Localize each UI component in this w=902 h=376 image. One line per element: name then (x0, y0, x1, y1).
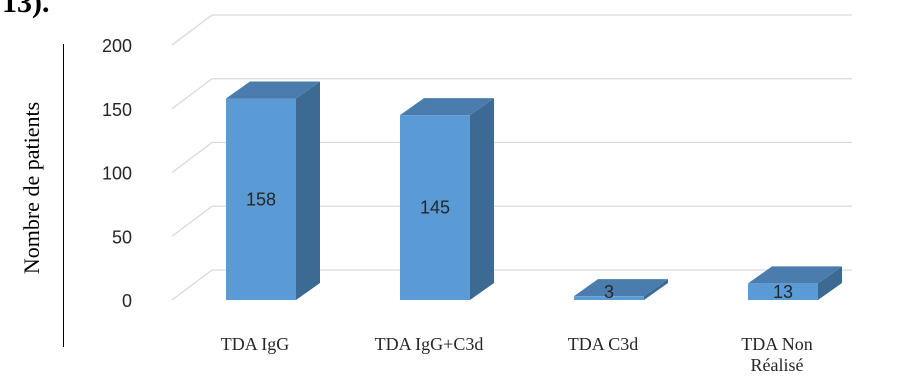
y-tick-label: 50 (112, 227, 132, 247)
data-label: 158 (246, 189, 276, 209)
gridline (171, 78, 852, 110)
gridline-diagonal (171, 14, 213, 46)
gridline (171, 14, 852, 46)
bar-side-face (818, 266, 842, 300)
data-label: 3 (604, 282, 614, 302)
gridline-diagonal (171, 205, 213, 237)
bar-top-face (574, 279, 668, 297)
bar-front-face (226, 98, 296, 300)
bar (574, 279, 668, 300)
y-tick-label: 0 (122, 291, 132, 311)
bar-top-face (226, 81, 320, 99)
bar-top-face (400, 98, 494, 116)
y-tick-label: 150 (102, 100, 132, 120)
x-tick-label: TDA C3d (568, 334, 639, 354)
bar (748, 266, 842, 300)
bar-front-face (574, 296, 644, 300)
x-tick-label: TDA Non Réalisé (741, 334, 813, 375)
bar (226, 81, 320, 300)
y-axis-rule (63, 44, 64, 347)
caption-fragment: 13). (2, 0, 50, 19)
data-label: 13 (773, 282, 793, 302)
bar-side-face (644, 279, 668, 300)
bar-side-face (470, 98, 494, 300)
x-tick-label: TDA IgG (221, 334, 290, 354)
bar-front-face (400, 115, 470, 300)
bar-front-face (748, 283, 818, 300)
bar-side-face (296, 81, 320, 300)
gridline-diagonal (171, 269, 213, 301)
y-tick-label: 200 (102, 36, 132, 56)
x-tick-label: TDA IgG+C3d (375, 334, 484, 354)
gridline-diagonal (171, 141, 213, 174)
bar (400, 98, 494, 300)
gridline-diagonal (171, 78, 213, 110)
y-tick-label: 100 (102, 164, 132, 184)
data-label: 145 (420, 198, 450, 218)
bar-top-face (748, 266, 842, 284)
